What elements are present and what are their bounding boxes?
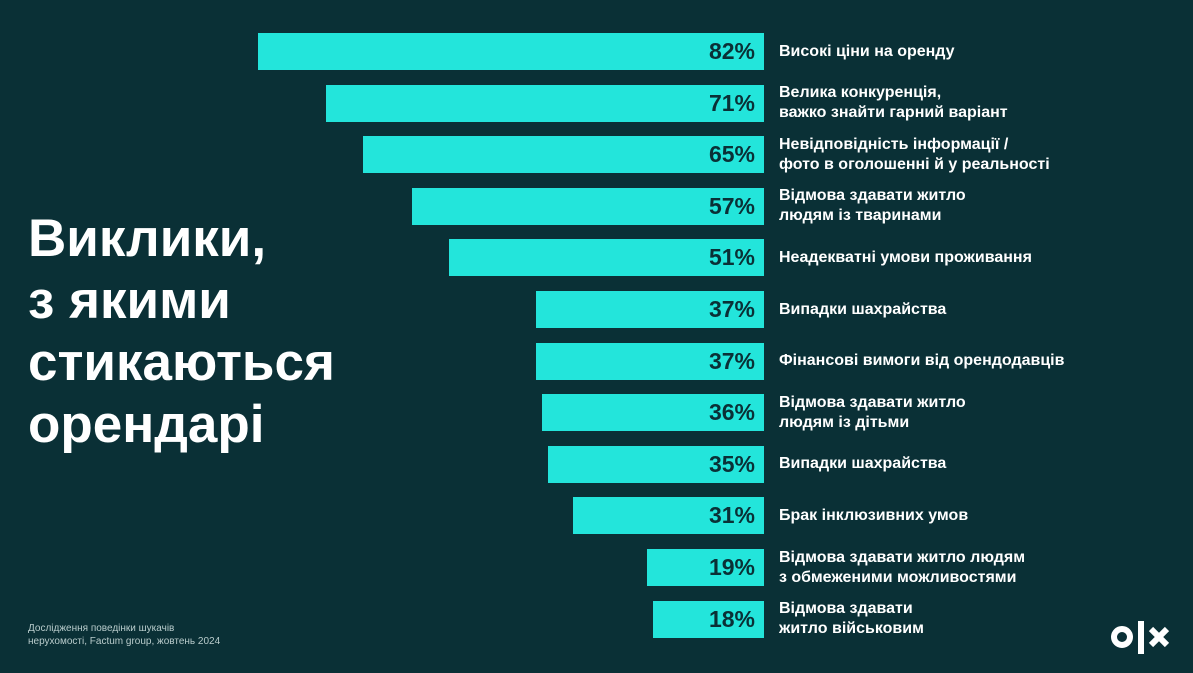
value-label: 31%	[708, 502, 755, 529]
bar: 31%	[572, 497, 764, 535]
value-label: 37%	[708, 347, 755, 374]
value-label: 82%	[708, 38, 755, 64]
category-label: Неадекватні умови проживання	[779, 248, 1032, 266]
bar: 37%	[535, 342, 764, 380]
value-label: 36%	[708, 399, 755, 426]
value-label: 37%	[708, 296, 755, 322]
value-label: 57%	[708, 192, 755, 219]
value-label: 19%	[708, 554, 755, 580]
olx-logo	[1111, 621, 1170, 654]
category-label: Відмова здавати житло людям із дітьми	[779, 393, 966, 431]
bar: 57%	[412, 187, 764, 225]
value-label: 51%	[708, 244, 755, 271]
category-label: Випадки шахрайства	[779, 300, 947, 318]
category-label: Невідповідність інформації / фото в огол…	[779, 135, 1050, 173]
value-label: 18%	[708, 605, 755, 632]
bar: 82%	[258, 33, 764, 70]
category-label: Велика конкуренція, важко знайти гарний …	[779, 84, 1008, 122]
bar: 19%	[646, 549, 764, 586]
category-label: Відмова здавати житло людям з обмеженими…	[779, 548, 1026, 586]
category-label: Високі ціни на оренду	[779, 42, 955, 60]
category-label: Фінансові вимоги від орендодавців	[779, 352, 1065, 370]
bar: 18%	[652, 600, 764, 638]
category-label: Випадки шахрайства	[779, 455, 947, 473]
value-label: 71%	[708, 89, 755, 116]
category-label: Відмова здавати житло людям із тваринами	[779, 187, 966, 225]
bar: 65%	[362, 136, 764, 174]
category-label: Брак інклюзивних умов	[779, 506, 969, 524]
bar: 71%	[325, 84, 764, 122]
bar: 51%	[449, 239, 764, 277]
bar: 37%	[535, 291, 764, 328]
bar: 35%	[548, 445, 764, 483]
value-label: 35%	[708, 450, 755, 477]
category-label: Відмова здавати житло військовим	[779, 600, 924, 638]
chart-title: Виклики, з якими стикаються орендарі	[28, 209, 335, 454]
value-label: 65%	[708, 141, 755, 168]
bar: 36%	[541, 394, 764, 432]
source-note: Дослідження поведінки шукачів нерухомост…	[28, 623, 221, 647]
